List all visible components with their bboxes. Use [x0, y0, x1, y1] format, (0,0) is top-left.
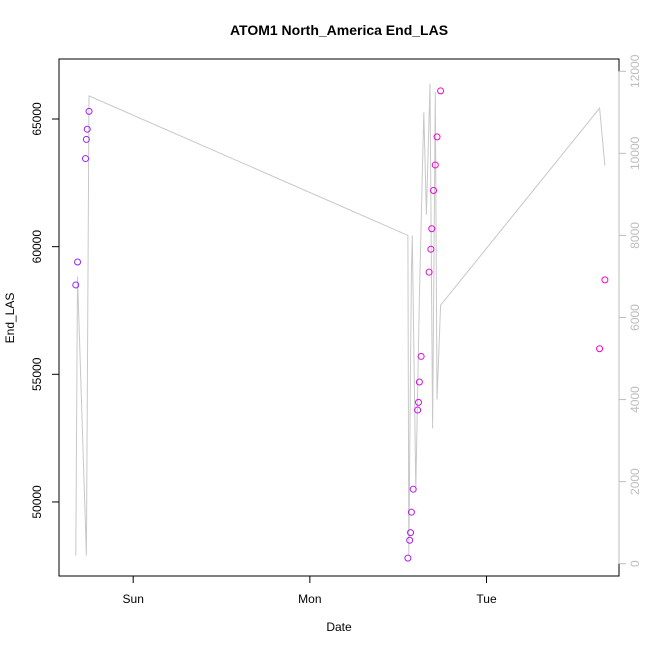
y-axis-left: 50000 55000 60000 65000	[30, 102, 60, 519]
y2-tick-label: 4000	[628, 386, 642, 413]
series-line-layer	[75, 83, 606, 556]
x-tick-label: Mon	[298, 592, 321, 606]
data-point	[81, 155, 89, 163]
chart-title: ATOM1 North_America End_LAS	[230, 22, 448, 38]
x-axis: Sun Mon Tue	[123, 575, 497, 606]
data-point	[85, 107, 93, 115]
x-axis-label: Date	[326, 620, 352, 634]
data-point	[83, 125, 91, 133]
y2-tick-label: 2000	[628, 468, 642, 495]
y-tick-label: 65000	[30, 102, 44, 136]
y2-tick-label: 12000	[628, 54, 642, 88]
y-axis-right: 0 2000 4000 6000 8000 10000 12000	[618, 54, 642, 567]
data-point	[414, 406, 422, 414]
y2-tick-label: 8000	[628, 222, 642, 249]
data-point	[407, 508, 415, 516]
data-point	[430, 186, 438, 194]
data-point	[82, 135, 90, 143]
series-line	[75, 83, 606, 556]
y2-tick-label: 10000	[628, 136, 642, 170]
data-point	[425, 268, 433, 276]
y-tick-label: 60000	[30, 230, 44, 264]
data-point	[407, 529, 415, 537]
data-point	[433, 133, 441, 141]
y-tick-label: 50000	[30, 485, 44, 519]
data-point	[417, 352, 425, 360]
y2-tick-label: 6000	[628, 304, 642, 331]
data-point	[596, 345, 604, 353]
data-point	[431, 161, 439, 169]
x-tick-label: Sun	[123, 592, 144, 606]
data-point	[414, 398, 422, 406]
data-point	[437, 87, 445, 95]
data-point	[74, 258, 82, 266]
data-point	[601, 276, 609, 284]
series-points-layer	[72, 87, 609, 562]
data-point	[406, 536, 414, 544]
data-point	[428, 225, 436, 233]
y-tick-label: 55000	[30, 357, 44, 391]
y2-tick-label: 0	[628, 560, 642, 567]
data-point	[72, 281, 80, 289]
data-point	[415, 378, 423, 386]
data-point	[409, 485, 417, 493]
data-point	[427, 245, 435, 253]
y-axis-label: End_LAS	[3, 293, 17, 344]
data-point	[404, 554, 412, 562]
x-tick-label: Tue	[476, 592, 497, 606]
